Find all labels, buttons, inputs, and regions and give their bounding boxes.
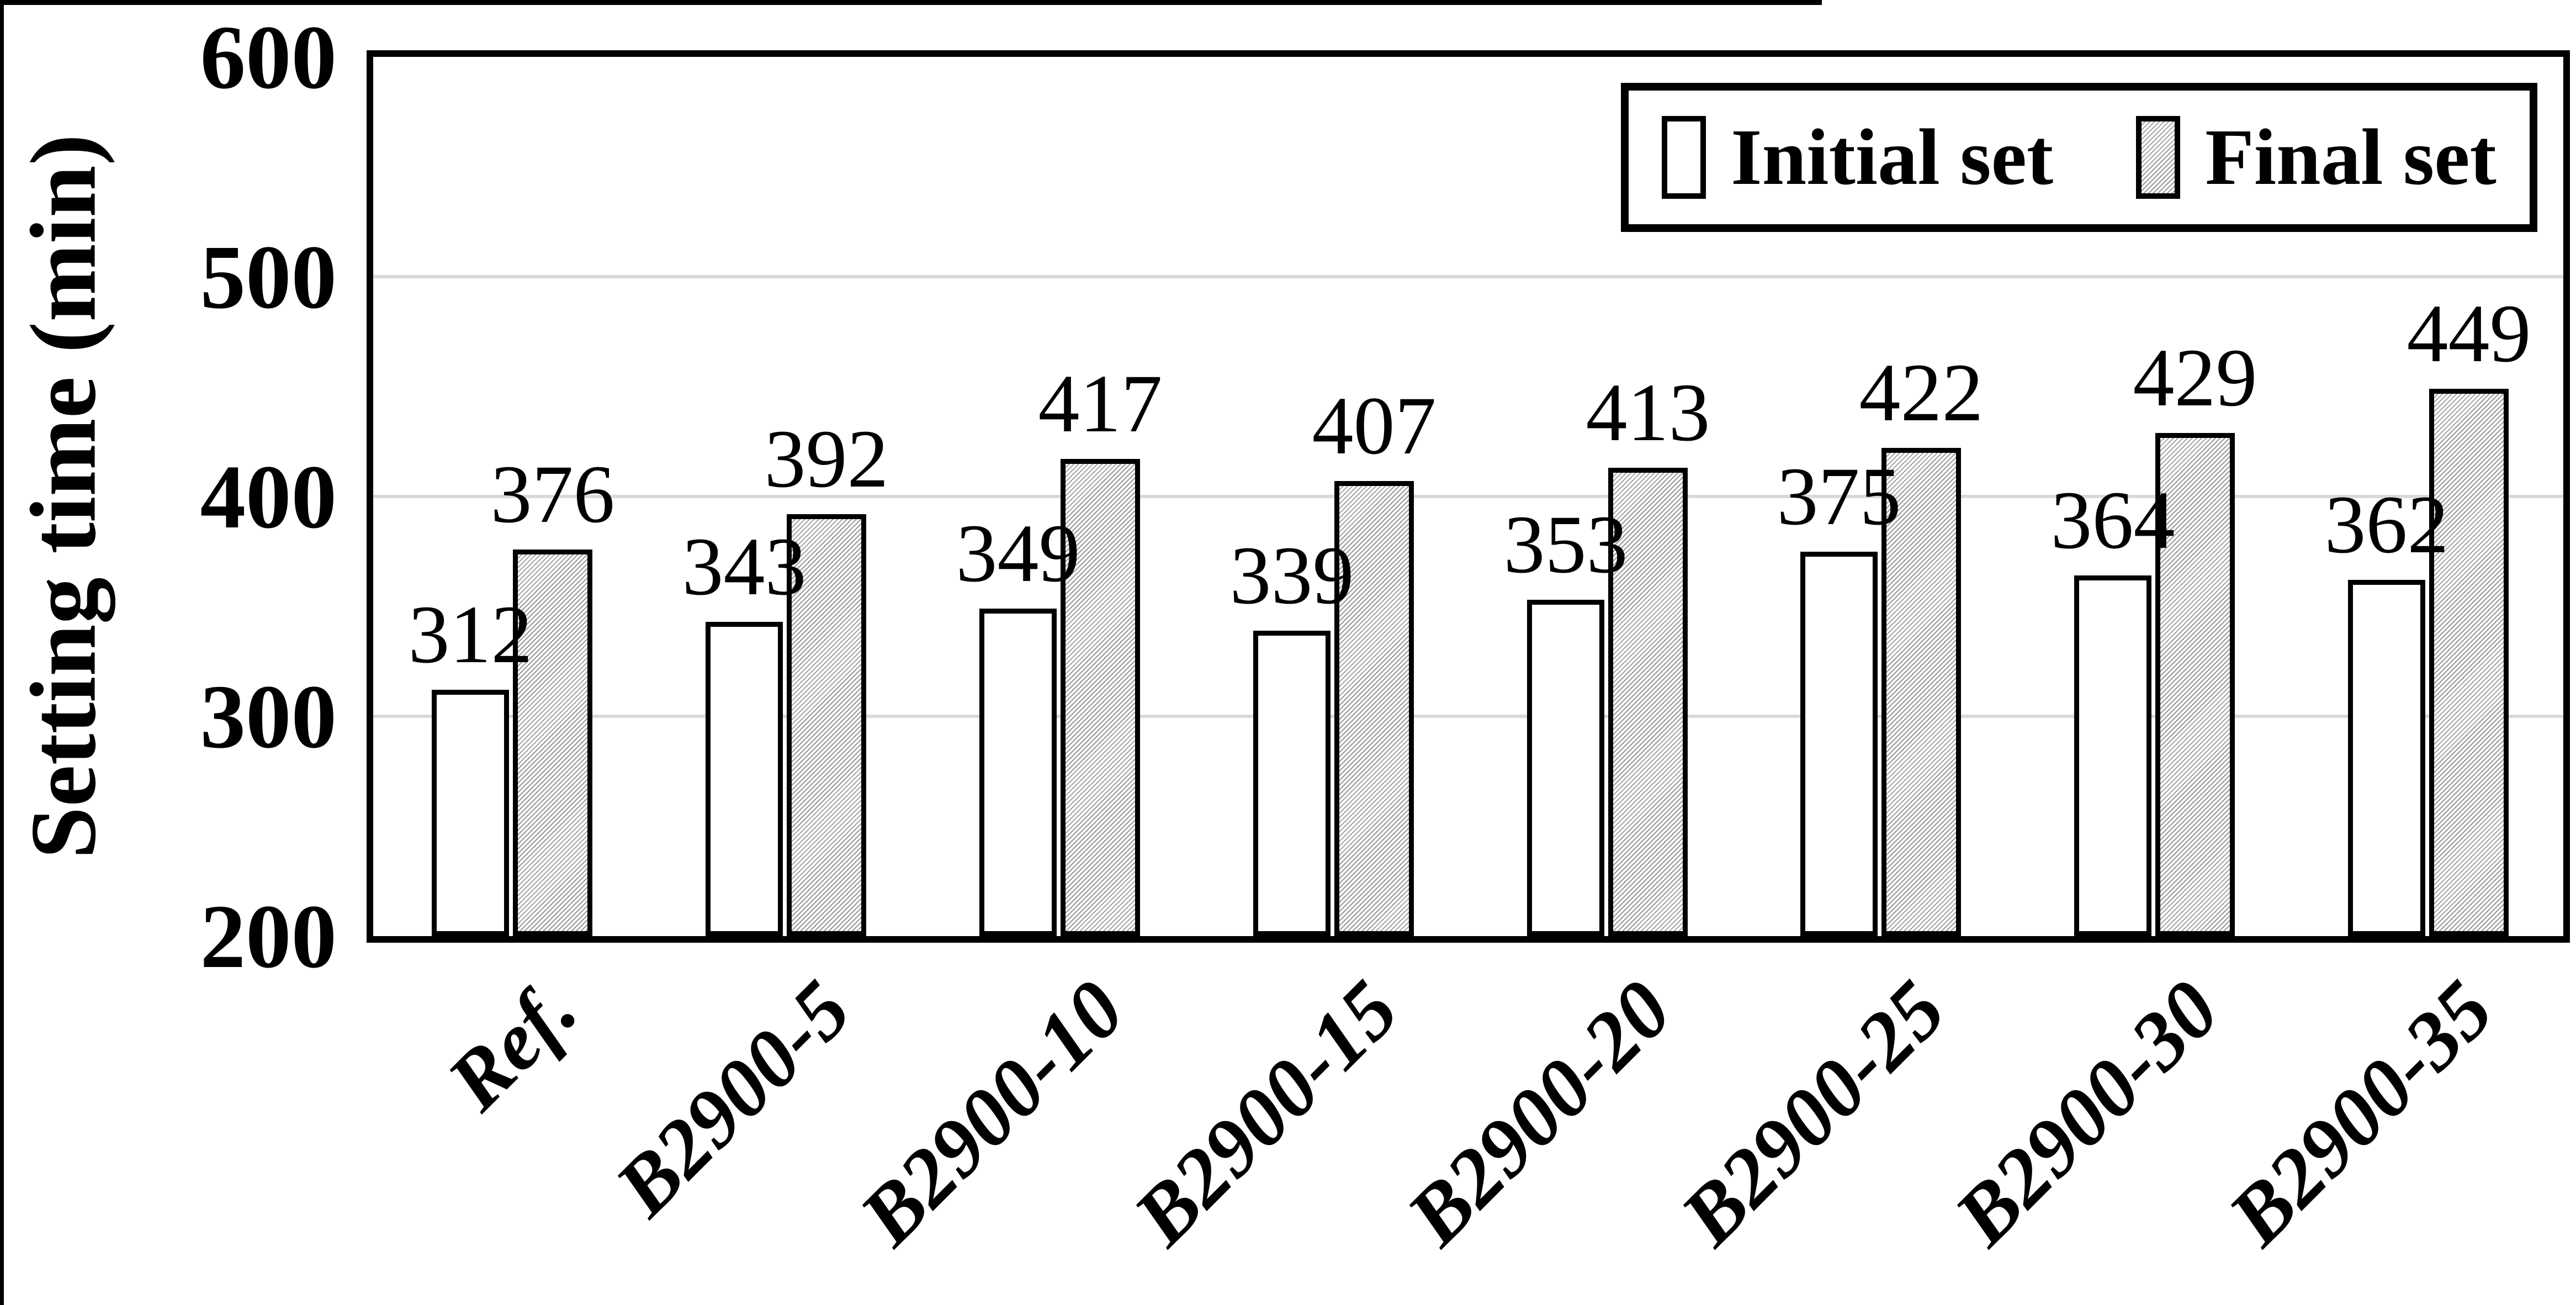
final-set-bar-value-label: 422 <box>1859 347 1984 438</box>
final-set-bar <box>2155 433 2235 936</box>
y-tick-label: 500 <box>200 226 337 327</box>
final-set-bar <box>1608 468 1688 936</box>
legend: Initial set Final set <box>1621 83 2537 232</box>
final-set-bar-value-label: 376 <box>490 448 615 540</box>
y-tick-label: 300 <box>200 666 337 767</box>
legend-swatch-final-set-icon <box>2136 116 2181 199</box>
final-set-bar <box>1881 448 1961 936</box>
final-set-bar-value-label: 449 <box>2407 288 2531 379</box>
gridline <box>373 495 2563 498</box>
final-set-bar <box>1334 481 1414 936</box>
initial-set-bar <box>979 609 1057 936</box>
gridline <box>373 715 2563 718</box>
final-set-bar <box>513 550 592 936</box>
final-set-bar-value-label: 429 <box>2133 332 2257 424</box>
initial-set-bar-value-label: 312 <box>408 589 533 680</box>
initial-set-bar-value-label: 339 <box>1229 530 1354 621</box>
final-set-bar <box>787 514 866 936</box>
initial-set-bar-value-label: 353 <box>1503 499 1628 590</box>
document-crop-border-top <box>0 0 1822 5</box>
final-set-bar-value-label: 407 <box>1312 380 1437 472</box>
gridline <box>373 275 2563 278</box>
legend-label-final-set: Final set <box>2205 113 2497 202</box>
initial-set-bar <box>1253 631 1331 936</box>
initial-set-bar <box>2348 580 2425 936</box>
legend-swatch-initial-set-icon <box>1662 116 1706 199</box>
document-crop-border-left <box>0 0 4 1305</box>
initial-set-bar <box>1527 600 1604 936</box>
final-set-bar-value-label: 417 <box>1038 358 1163 450</box>
initial-set-bar <box>1800 552 1878 936</box>
initial-set-bar <box>706 622 783 936</box>
initial-set-bar <box>2074 575 2151 936</box>
final-set-bar <box>2429 389 2509 936</box>
final-set-bar-value-label: 392 <box>764 413 889 505</box>
final-set-bar-value-label: 413 <box>1586 367 1710 458</box>
initial-set-bar-value-label: 349 <box>956 508 1080 599</box>
initial-set-bar-value-label: 375 <box>1777 451 1901 542</box>
initial-set-bar <box>432 690 509 936</box>
initial-set-bar-value-label: 364 <box>2050 474 2175 566</box>
initial-set-bar-value-label: 343 <box>682 521 807 612</box>
y-tick-label: 200 <box>200 886 337 987</box>
initial-set-bar-value-label: 362 <box>2324 479 2449 570</box>
y-tick-label: 400 <box>200 446 337 547</box>
legend-label-initial-set: Initial set <box>1731 113 2054 202</box>
final-set-bar <box>1061 459 1140 936</box>
y-tick-label: 600 <box>200 7 337 108</box>
